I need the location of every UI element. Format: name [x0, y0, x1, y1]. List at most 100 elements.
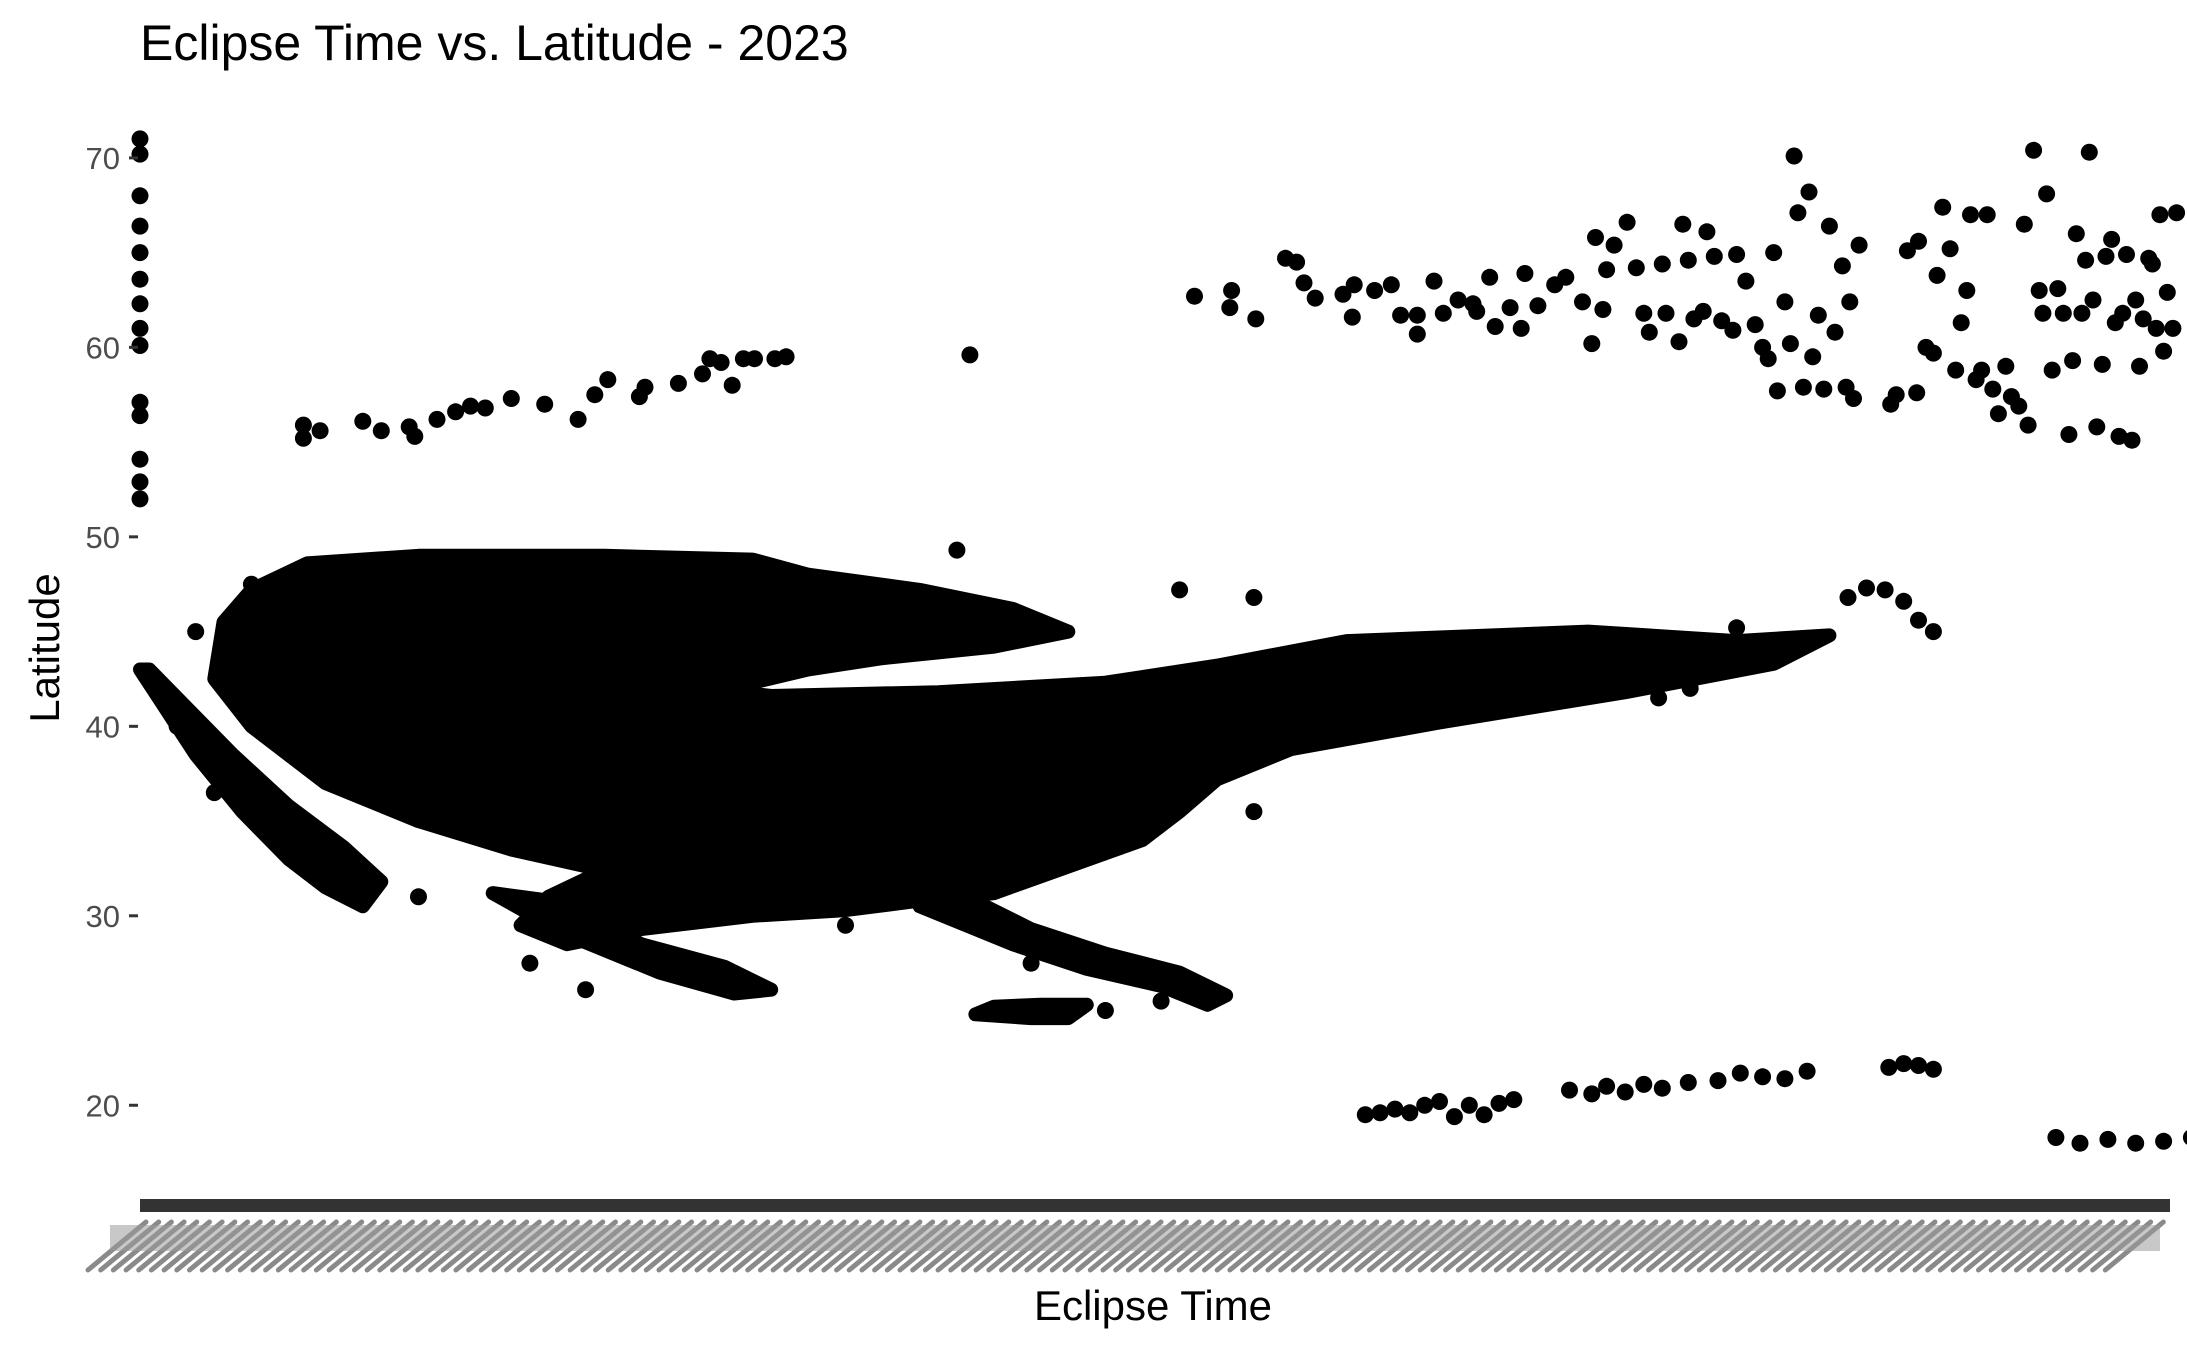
data-point — [294, 429, 312, 447]
data-point — [1434, 304, 1452, 322]
data-point — [2038, 185, 2056, 203]
data-point — [1382, 276, 1400, 294]
data-point — [2134, 310, 2152, 328]
data-point — [1815, 380, 1833, 398]
data-point — [1947, 361, 1965, 379]
data-point — [1627, 259, 1645, 277]
data-point — [2118, 246, 2135, 263]
data-point — [1737, 272, 1755, 290]
data-point — [2127, 1134, 2145, 1152]
data-point — [1653, 1079, 1671, 1097]
data-point — [1186, 287, 1203, 305]
data-point — [694, 365, 711, 383]
data-point — [1594, 301, 1612, 318]
data-point — [1973, 361, 1991, 379]
data-point — [1895, 1055, 1913, 1073]
data-point — [317, 859, 335, 877]
data-point — [2127, 291, 2145, 309]
data-point — [1958, 282, 1976, 299]
data-point — [1245, 589, 1263, 606]
x-tick-label-overlap — [110, 1225, 2160, 1251]
data-point — [1876, 581, 1894, 599]
data-point — [131, 337, 149, 354]
data-point — [406, 427, 424, 445]
data-point — [586, 386, 604, 404]
data-point — [354, 412, 372, 430]
plot-area — [131, 130, 2187, 1152]
dense-region-2 — [485, 886, 779, 1001]
data-point — [1709, 1072, 1727, 1090]
data-point — [1022, 954, 1040, 972]
y-tick-label: 70 — [86, 141, 120, 176]
data-point — [1247, 310, 1265, 328]
data-point — [723, 376, 741, 394]
data-point — [502, 390, 520, 407]
data-point — [1731, 1064, 1749, 1082]
data-point — [2164, 319, 2182, 337]
data-point — [1794, 378, 1812, 396]
data-point — [1694, 302, 1712, 320]
data-point — [2010, 397, 2028, 415]
chart-title: Eclipse Time vs. Latitude - 2023 — [140, 15, 849, 71]
data-point — [1650, 689, 1668, 707]
data-point — [2099, 1130, 2117, 1148]
data-point — [1356, 1106, 1374, 1124]
data-point — [1598, 261, 1616, 279]
data-point — [2019, 416, 2037, 434]
data-point — [725, 571, 743, 589]
data-point — [1898, 242, 1916, 260]
data-point — [1908, 384, 1926, 402]
data-point — [1416, 1096, 1434, 1114]
data-point — [2155, 1132, 2173, 1150]
data-point — [2015, 215, 2033, 233]
data-point — [131, 319, 149, 337]
data-point — [1679, 1074, 1697, 1091]
data-point — [1776, 293, 1794, 311]
data-point — [712, 354, 730, 371]
data-point — [1928, 266, 1946, 284]
data-point — [1171, 581, 1189, 599]
data-point — [1989, 405, 2007, 423]
data-point — [131, 130, 149, 148]
data-point — [2049, 280, 2067, 298]
y-tick-label: 30 — [86, 899, 120, 934]
data-point — [1295, 274, 1313, 292]
data-point — [2043, 361, 2061, 379]
data-point — [2182, 1130, 2187, 1145]
y-tick-label: 50 — [86, 520, 120, 555]
data-point — [536, 395, 554, 413]
data-point — [1557, 268, 1575, 286]
data-point — [1460, 1096, 1478, 1114]
data-point — [2158, 283, 2176, 301]
data-point — [242, 575, 260, 593]
data-point — [2155, 342, 2173, 360]
y-axis-title: Latitude — [21, 573, 68, 722]
data-point — [1826, 323, 1844, 341]
data-point — [1941, 240, 1959, 258]
data-point — [2143, 255, 2161, 273]
data-point — [1798, 1062, 1816, 1080]
data-point — [1635, 304, 1653, 322]
data-point — [1445, 1108, 1463, 1126]
data-point — [1934, 198, 1952, 216]
data-point — [777, 348, 795, 366]
data-point — [1952, 314, 1970, 332]
data-point — [1698, 223, 1716, 241]
y-axis: 20 30 40 50 60 70 — [86, 141, 138, 1123]
data-point — [1781, 335, 1799, 353]
data-point — [1674, 215, 1692, 233]
data-point — [2054, 304, 2072, 322]
data-point — [1386, 1100, 1404, 1118]
data-point — [1809, 306, 1827, 324]
data-point — [1431, 1093, 1448, 1110]
data-point — [1785, 147, 1803, 165]
data-point — [131, 295, 149, 313]
x-axis — [85, 1199, 2170, 1273]
data-point — [1962, 206, 1979, 224]
data-point — [1681, 679, 1699, 697]
data-point — [1924, 623, 1942, 641]
data-point — [2080, 143, 2098, 161]
data-point — [428, 410, 446, 428]
data-point — [2071, 1134, 2089, 1152]
data-point — [1754, 1068, 1772, 1086]
